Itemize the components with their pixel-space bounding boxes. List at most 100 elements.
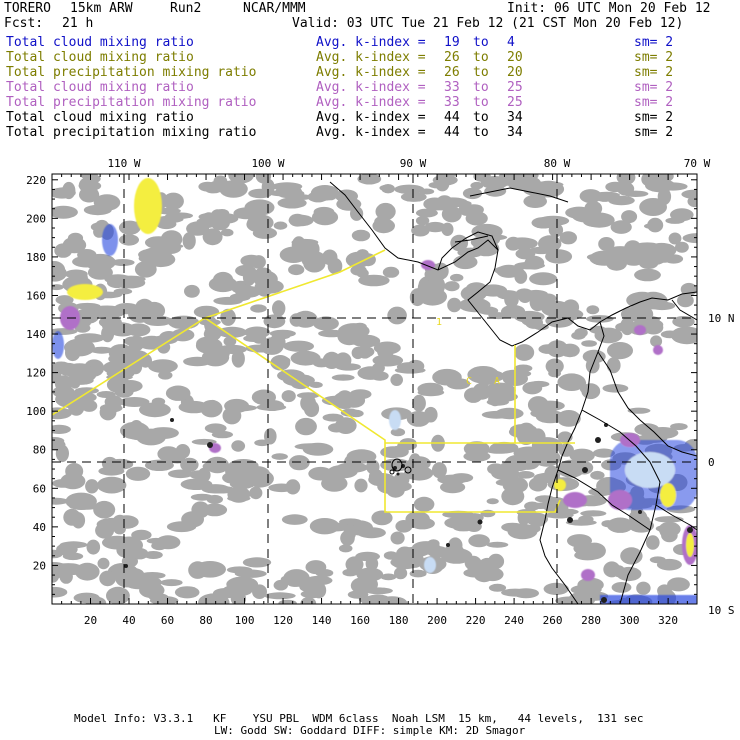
forecast-hour: 21 h xyxy=(62,16,94,31)
cloud-patch xyxy=(382,266,400,278)
cloud-patch xyxy=(124,336,141,346)
cloud-patch xyxy=(460,285,487,302)
cloud-patch xyxy=(69,503,100,510)
cloud-patch xyxy=(288,213,306,227)
cloud-patch xyxy=(78,180,102,191)
cloud-patch xyxy=(242,557,272,568)
cloud-patch xyxy=(349,389,372,400)
cloud-patch xyxy=(559,231,577,245)
cloud-patch xyxy=(494,265,524,276)
cloud-patch xyxy=(244,199,275,216)
cloud-patch xyxy=(620,547,643,565)
cloud-patch xyxy=(57,362,79,376)
cloud-patch xyxy=(636,581,651,595)
cloud-patch xyxy=(462,187,483,200)
cloud-patch xyxy=(293,310,318,328)
purple-blob-gulf xyxy=(421,260,435,270)
legend-smoothing: sm= 2 xyxy=(634,125,674,140)
cloud-patch xyxy=(139,572,166,579)
cloud-patch xyxy=(271,182,303,191)
cloud-patch xyxy=(353,322,367,331)
cloud-patch xyxy=(590,470,605,480)
cloud-patch xyxy=(73,308,100,324)
x-tick-label: 240 xyxy=(504,614,524,627)
legend-field: Total cloud mixing ratio xyxy=(6,35,194,50)
cloud-patch xyxy=(617,249,634,261)
y-tick-label: 120 xyxy=(26,367,46,380)
cloud-patch xyxy=(145,236,172,250)
legend-field: Total cloud mixing ratio xyxy=(6,80,194,95)
cloud-patch xyxy=(358,274,390,287)
cloud-patch xyxy=(97,557,110,570)
cloud-patch xyxy=(634,268,661,282)
cloud-patch xyxy=(440,481,466,494)
cloud-patch xyxy=(571,331,586,340)
cloud-patch xyxy=(212,271,234,289)
cloud-patch xyxy=(144,459,174,471)
cloud-patch xyxy=(198,213,220,221)
physics-info: LW: Godd SW: Goddard DIFF: simple KM: 2D… xyxy=(214,724,526,737)
cloud-patch xyxy=(481,410,512,419)
cloud-patch xyxy=(351,229,371,242)
cloud-patch xyxy=(71,512,86,529)
cloud-patch xyxy=(311,582,327,599)
cloud-patch xyxy=(514,261,545,270)
latitude-label: 0 xyxy=(708,456,715,469)
cloud-patch xyxy=(119,234,139,246)
cloud-patch xyxy=(610,220,632,234)
cloud-patch xyxy=(281,514,308,525)
model-org: NCAR/MMM xyxy=(243,1,306,16)
cloud-patch xyxy=(628,518,654,533)
cloud-patch xyxy=(290,350,321,366)
cloud-patch xyxy=(530,428,546,446)
cloud-patch xyxy=(104,395,123,409)
cloud-patch xyxy=(73,592,100,604)
cloud-patch xyxy=(184,284,200,298)
cloud-patch xyxy=(478,306,499,315)
cloud-patch xyxy=(412,394,426,412)
cloud-patch xyxy=(52,586,68,598)
legend-k-start: 33 xyxy=(444,95,460,110)
cloud-patch xyxy=(252,584,267,599)
cloud-patch xyxy=(162,192,184,210)
cloud-patch xyxy=(343,523,357,541)
ice-band-south xyxy=(600,595,697,604)
cloud-patch xyxy=(501,522,524,532)
cloud-patch xyxy=(93,500,116,519)
legend-to: to xyxy=(473,110,489,125)
cloud-patch xyxy=(335,189,358,203)
legend-k-end: 25 xyxy=(507,95,523,110)
cloud-patch xyxy=(348,409,364,418)
legend-smoothing: sm= 2 xyxy=(634,95,674,110)
cloud-patch xyxy=(546,340,569,358)
cloud-patch xyxy=(79,186,100,203)
cloud-patch xyxy=(311,209,339,226)
cloud-patch xyxy=(245,466,271,483)
cloud-patch xyxy=(134,261,157,278)
cloud-patch xyxy=(500,304,526,319)
legend-smoothing: sm= 2 xyxy=(634,50,674,65)
cloud-patch xyxy=(217,346,230,359)
cloud-patch xyxy=(346,336,364,345)
cloud-patch xyxy=(175,444,191,459)
cloud-patch xyxy=(211,430,233,439)
cloud-patch xyxy=(450,520,476,527)
cloud-patch xyxy=(222,471,244,484)
cloud-patch xyxy=(336,390,354,407)
blue-blob-west xyxy=(52,331,64,359)
cloud-patch xyxy=(431,462,447,479)
legend-k-start: 33 xyxy=(444,80,460,95)
cloud-patch xyxy=(319,522,351,532)
cloud-patch xyxy=(273,579,288,591)
cloud-patch xyxy=(99,570,116,587)
model-run: Run2 xyxy=(170,1,202,16)
cloud-patch xyxy=(664,254,684,264)
cloud-patch xyxy=(611,582,632,593)
cloud-patch xyxy=(388,481,412,492)
graticule-labels: 110 W 100 W 90 W 80 W 70 W 10 N 0 10 S xyxy=(107,157,734,617)
x-tick-label: 320 xyxy=(658,614,678,627)
cloud-patch xyxy=(650,335,663,348)
x-tick-label: 260 xyxy=(543,614,563,627)
cloud-patch xyxy=(335,417,357,434)
cloud-patch xyxy=(345,556,364,573)
